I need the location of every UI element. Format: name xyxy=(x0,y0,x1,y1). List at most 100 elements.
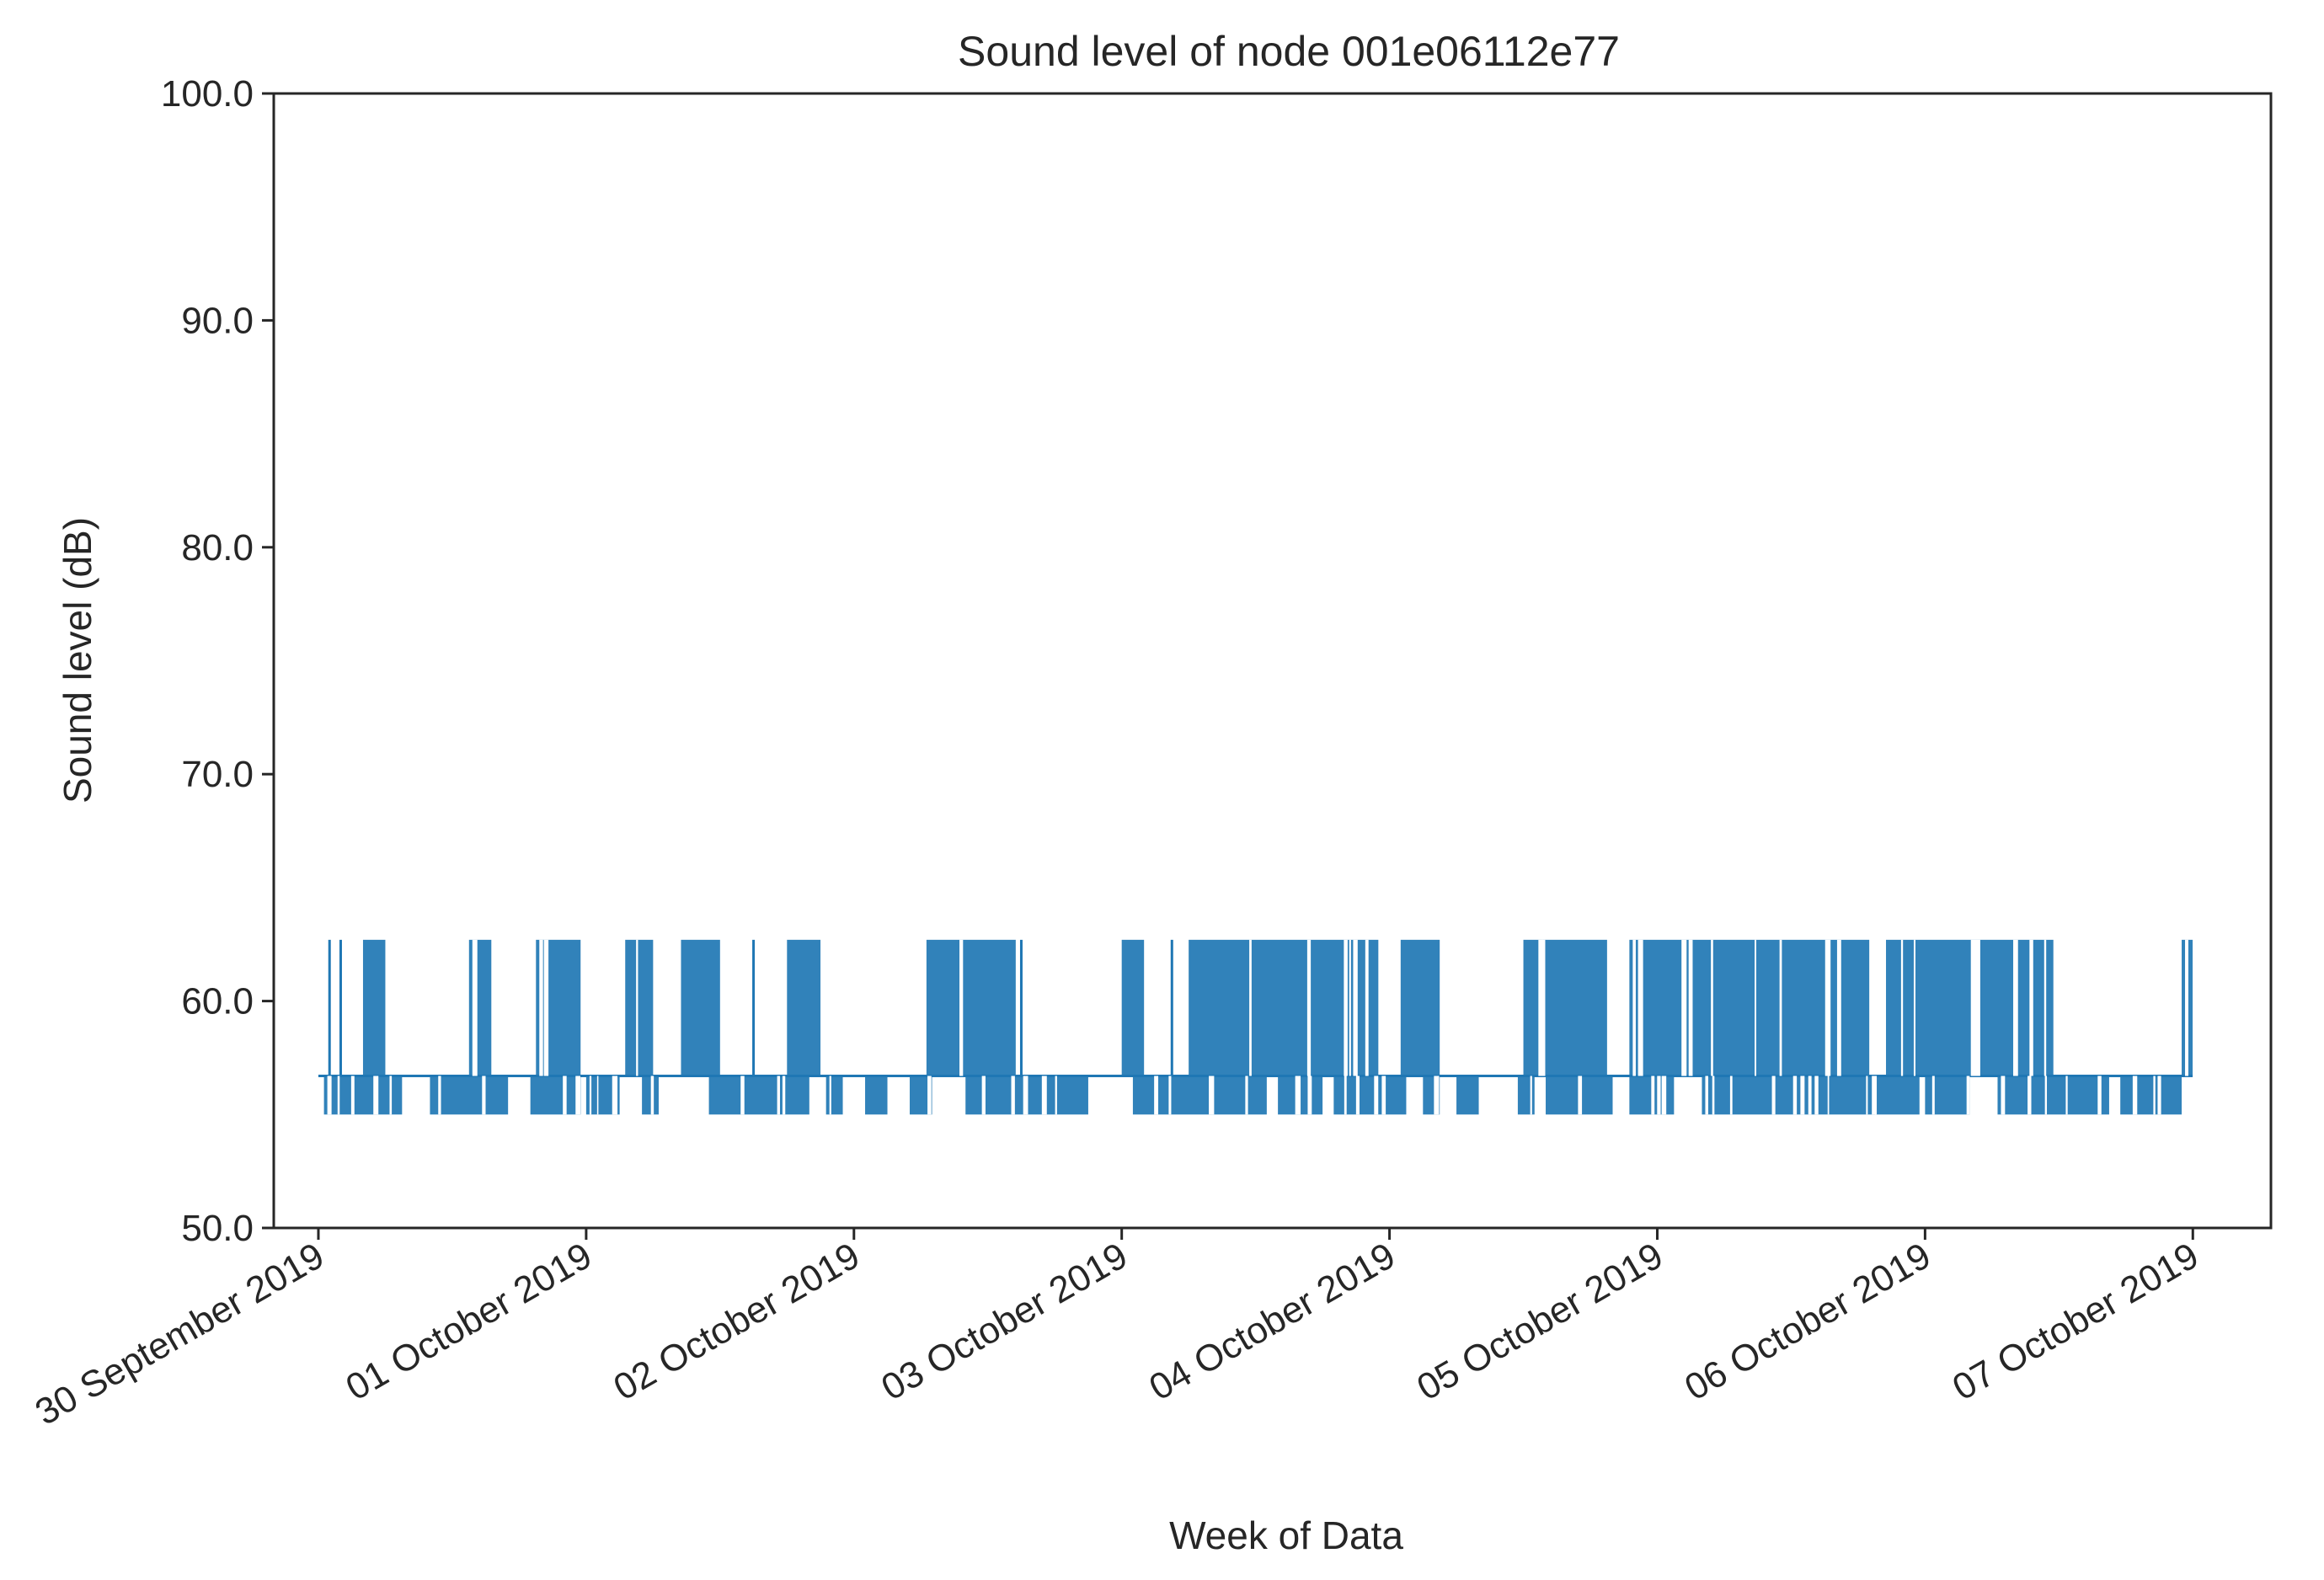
spike-gap xyxy=(1779,939,1782,1076)
spike-gap xyxy=(563,1076,567,1115)
x-tick-label: 30 September 2019 xyxy=(29,1235,331,1433)
plot-area xyxy=(318,939,2193,1115)
spike-gap xyxy=(1827,1076,1830,1115)
spike-gap xyxy=(1530,1076,1532,1115)
spike-gap xyxy=(612,1076,618,1115)
spike-gap xyxy=(1349,939,1351,1076)
spike-gap xyxy=(1245,1076,1248,1115)
y-tick-label: 70.0 xyxy=(181,754,254,795)
spike-gap xyxy=(1434,1076,1440,1115)
spike-gap xyxy=(1023,1076,1028,1115)
spike-gap xyxy=(1344,1076,1347,1115)
spike-gap xyxy=(829,1076,831,1115)
y-tick-label: 90.0 xyxy=(181,300,254,341)
spike-gap xyxy=(389,1076,393,1115)
high-spike-block xyxy=(926,939,1016,1076)
low-spike-block xyxy=(708,1076,809,1115)
spike-gap xyxy=(1808,1076,1812,1115)
spike-gap xyxy=(1365,939,1369,1076)
spike-gap xyxy=(1661,1076,1667,1115)
spike-gap xyxy=(1209,1076,1215,1115)
spike-gap xyxy=(1374,1076,1379,1115)
spike-gap xyxy=(1966,1076,1970,1115)
high-spike-block xyxy=(536,939,581,1076)
spike-gap xyxy=(1637,939,1643,1076)
x-tick-label: 07 October 2019 xyxy=(1946,1235,2205,1408)
high-spike-block xyxy=(1121,939,1145,1076)
spike-gap xyxy=(981,1076,986,1115)
low-spike-block xyxy=(642,1076,659,1115)
low-spike-block xyxy=(323,1076,403,1115)
spike-gap xyxy=(2027,1076,2032,1115)
spike-gap xyxy=(1168,1076,1172,1115)
high-spike-block xyxy=(681,939,720,1076)
spike-gap xyxy=(337,1076,340,1115)
low-spike-block xyxy=(1925,1076,1970,1115)
spike-gap xyxy=(2097,1076,2102,1115)
spike-gap xyxy=(1381,1076,1386,1115)
spike-gap xyxy=(1824,939,1831,1076)
spike-gap xyxy=(1900,939,1904,1076)
spike-gap xyxy=(1651,1076,1655,1115)
low-spike-block xyxy=(1456,1076,1479,1115)
high-spike-block xyxy=(1400,939,1440,1076)
high-spike-block xyxy=(1523,939,1607,1076)
y-axis-label: Sound level (dB) xyxy=(56,517,99,803)
y-axis: 50.0 60.0 70.0 80.0 90.0 100.0 xyxy=(161,73,274,1249)
spike-gap xyxy=(1538,939,1543,1076)
spike-gap xyxy=(543,939,549,1076)
high-spike-block xyxy=(362,939,386,1076)
spike-gap xyxy=(1041,1076,1047,1115)
spike-gap xyxy=(1755,939,1756,1076)
spike-gap xyxy=(2001,1076,2006,1115)
spike-gap xyxy=(1355,1076,1360,1115)
spike-gap xyxy=(589,1076,592,1115)
spike-gap xyxy=(782,1076,786,1115)
low-spike-block xyxy=(865,1076,888,1115)
spike-gap xyxy=(777,1076,780,1115)
spike-gap xyxy=(1632,939,1636,1076)
y-tick-label: 100.0 xyxy=(161,73,254,115)
y-tick-label: 60.0 xyxy=(181,981,254,1022)
spike-gap xyxy=(438,1076,441,1115)
high-spike-block xyxy=(1629,939,1870,1076)
spike-gap xyxy=(1771,1076,1776,1115)
x-axis: 30 September 2019 01 October 2019 02 Octob… xyxy=(29,1228,2205,1433)
low-spike-block xyxy=(2120,1076,2182,1115)
high-spike-block xyxy=(468,939,492,1076)
spike-gap xyxy=(2185,939,2188,1076)
x-tick-label: 04 October 2019 xyxy=(1142,1235,1402,1408)
spike-gap xyxy=(1307,1076,1312,1115)
spike-gap xyxy=(596,1076,599,1115)
spike-gap xyxy=(927,1076,932,1115)
spike-gap xyxy=(1055,1076,1057,1115)
series-line xyxy=(318,939,2193,1115)
spike-gap xyxy=(2065,1076,2068,1115)
x-axis-label: Week of Data xyxy=(1169,1513,1403,1557)
plot-frame xyxy=(272,92,2273,1230)
y-tick-label: 50.0 xyxy=(181,1208,254,1249)
x-tick-label: 03 October 2019 xyxy=(874,1235,1134,1408)
high-spike-block xyxy=(787,939,821,1076)
low-spike-block xyxy=(430,1076,509,1115)
spike-gap xyxy=(959,939,964,1076)
spike-gap xyxy=(350,1076,355,1115)
spike-gap xyxy=(1295,1076,1301,1115)
spike-gap xyxy=(2013,939,2018,1076)
spike-gap xyxy=(2044,939,2047,1076)
spike-gap xyxy=(1729,1076,1733,1115)
spike-gap xyxy=(1800,1076,1805,1115)
high-spike-block xyxy=(1886,939,2054,1076)
spike-gap xyxy=(575,1076,580,1115)
spike-gap xyxy=(1913,939,1915,1076)
spike-gap xyxy=(1814,1076,1819,1115)
spike-gap xyxy=(1154,1076,1159,1115)
y-tick-label: 80.0 xyxy=(181,527,254,568)
spike-gap xyxy=(482,1076,486,1115)
spike-gap xyxy=(1872,1076,1877,1115)
x-tick-label: 01 October 2019 xyxy=(339,1235,599,1408)
spike-gap xyxy=(1875,1076,1878,1115)
spike-gap xyxy=(1578,1076,1583,1115)
spike-gap xyxy=(539,939,543,1076)
